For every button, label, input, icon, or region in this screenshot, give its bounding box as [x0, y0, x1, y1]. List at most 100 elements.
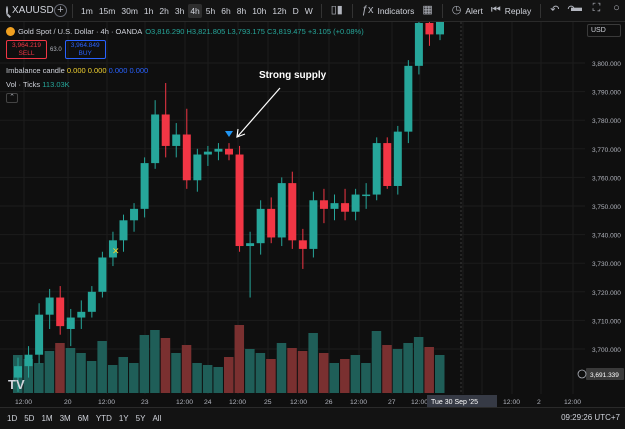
range-5y[interactable]: 5Y	[135, 414, 146, 423]
candle-body[interactable]	[362, 194, 371, 197]
candle-body[interactable]	[288, 183, 297, 241]
chart-type-button[interactable]: ▯▮	[327, 5, 347, 16]
candle-body[interactable]	[172, 134, 181, 146]
candle-body[interactable]	[66, 317, 75, 329]
volume-bar	[350, 355, 361, 393]
candle-body[interactable]	[56, 297, 65, 327]
candle-body[interactable]	[277, 183, 286, 238]
annotation-text[interactable]: Strong supply	[259, 70, 327, 81]
time-tick-label: 12:00	[15, 399, 32, 406]
timeframe-3h[interactable]: 3h	[174, 5, 185, 16]
clock-display[interactable]: 09:29:26 UTC+7	[561, 413, 620, 422]
candle-body[interactable]	[161, 114, 170, 146]
timeframe-8h[interactable]: 8h	[236, 5, 247, 16]
candle-body[interactable]	[45, 297, 54, 315]
candle-body[interactable]	[309, 200, 318, 249]
candle-body[interactable]	[98, 257, 107, 292]
candle-body[interactable]	[203, 151, 212, 155]
timeframe-1m[interactable]: 1m	[81, 5, 93, 16]
candle-body[interactable]	[235, 154, 244, 247]
candle-body[interactable]	[182, 134, 191, 181]
candle-body[interactable]	[404, 65, 413, 132]
symbol-search[interactable]: XAUUSD	[0, 5, 54, 16]
range-1d[interactable]: 1D	[7, 414, 18, 423]
layout-icon[interactable]: ▬	[571, 2, 582, 14]
symbol-title[interactable]: Gold Spot / U.S. Dollar · 4h · OANDA	[18, 27, 143, 36]
candle-body[interactable]	[319, 200, 328, 209]
candle-body[interactable]	[256, 208, 265, 244]
candle-body[interactable]	[436, 22, 444, 35]
candle-body[interactable]	[140, 163, 149, 209]
buy-button[interactable]: 3,964.849 BUY	[64, 40, 106, 59]
timeframe-1h[interactable]: 1h	[143, 5, 154, 16]
replay-button[interactable]: ⏮ Replay	[487, 5, 535, 16]
time-tick-label: 12:00	[290, 399, 307, 406]
candle-body[interactable]	[193, 154, 202, 181]
screenshot-icon[interactable]: ○	[613, 2, 620, 14]
sell-button[interactable]: 3,964.219 SELL	[6, 40, 47, 59]
undo-button[interactable]: ↶	[546, 5, 563, 16]
compare-add-button[interactable]: +	[54, 4, 67, 17]
candle-body[interactable]	[108, 240, 117, 258]
indicators-button[interactable]: ƒx Indicators	[358, 5, 418, 16]
time-tick-label: 20	[64, 399, 72, 406]
price-chart[interactable]: 3,800.000 3,790.000 3,780.000 3,770.000 3,76…	[0, 22, 625, 407]
range-5d[interactable]: 5D	[24, 414, 35, 423]
range-all[interactable]: All	[152, 414, 162, 423]
candle-body[interactable]	[341, 203, 350, 212]
currency-select[interactable]: USD	[587, 24, 621, 37]
add-price-icon[interactable]	[577, 369, 587, 379]
time-tick-label: 12:00	[350, 399, 367, 406]
price-axis[interactable]: 3,800.000 3,790.000 3,780.000 3,770.000 3,76…	[577, 22, 625, 407]
timeframe-W[interactable]: W	[304, 5, 313, 16]
chevron-up-icon[interactable]: ⌃	[6, 93, 18, 103]
candle-body[interactable]	[130, 208, 139, 221]
candle-body[interactable]	[24, 354, 33, 367]
replay-icon: ⏮	[490, 4, 501, 16]
templates-button[interactable]: ▦	[418, 5, 436, 16]
candle-body[interactable]	[383, 143, 392, 186]
candle-body[interactable]	[267, 208, 276, 238]
range-ytd[interactable]: YTD	[95, 414, 112, 423]
redo-button[interactable]: ↷	[563, 5, 580, 16]
candle-body[interactable]	[214, 148, 223, 152]
candle-body[interactable]	[151, 114, 160, 164]
candle-body[interactable]	[246, 243, 255, 247]
candle-body[interactable]	[87, 291, 96, 312]
candle-body[interactable]	[351, 194, 360, 212]
ohlc-values: O3,816.290 H3,821.805 L3,793.175 C3,819.…	[145, 27, 364, 36]
indicator-values-yellow: 0.000 0.000	[66, 66, 107, 75]
timeframe-2h[interactable]: 2h	[159, 5, 169, 16]
candle-body[interactable]	[393, 131, 402, 186]
range-1m[interactable]: 1M	[41, 414, 53, 423]
candle-body[interactable]	[330, 203, 339, 209]
volume-bar	[118, 357, 128, 393]
annotation-arrow[interactable]	[237, 87, 281, 137]
timeframe-15m[interactable]: 15m	[98, 5, 116, 16]
range-3m[interactable]: 3M	[59, 414, 71, 423]
timeframe-12h[interactable]: 12h	[272, 5, 287, 16]
indicator-legend-volume[interactable]: Vol · Ticks 113.03K	[6, 80, 364, 89]
timeframe-D[interactable]: D	[292, 5, 299, 16]
range-1y[interactable]: 1Y	[118, 414, 129, 423]
candle-body[interactable]	[35, 314, 44, 355]
candle-body[interactable]	[225, 148, 233, 155]
candle-body[interactable]	[425, 22, 434, 35]
candle-body[interactable]	[414, 22, 423, 66]
timeframe-5h[interactable]: 5h	[205, 5, 216, 16]
tv-logo-watermark: TV	[8, 377, 25, 392]
range-6m[interactable]: 6M	[77, 414, 89, 423]
alert-button[interactable]: ◷ Alert	[448, 5, 487, 16]
timeframe-6h[interactable]: 6h	[221, 5, 231, 16]
candle-body[interactable]	[14, 366, 22, 378]
candle-body[interactable]	[372, 143, 381, 195]
fullscreen-icon[interactable]: ⛶	[592, 2, 601, 14]
timeframe-30m[interactable]: 30m	[121, 5, 138, 16]
candle-body[interactable]	[298, 240, 307, 249]
candle-body[interactable]	[77, 311, 86, 318]
timeframe-4h[interactable]: 4h	[188, 3, 202, 18]
candle-body[interactable]	[119, 220, 128, 241]
indicator-legend-imbalance[interactable]: Imbalance candle 0.000 0.000 0.000 0.000	[6, 66, 364, 75]
price-tick-label: 3,750.000	[592, 204, 621, 211]
timeframe-10h[interactable]: 10h	[252, 5, 267, 16]
